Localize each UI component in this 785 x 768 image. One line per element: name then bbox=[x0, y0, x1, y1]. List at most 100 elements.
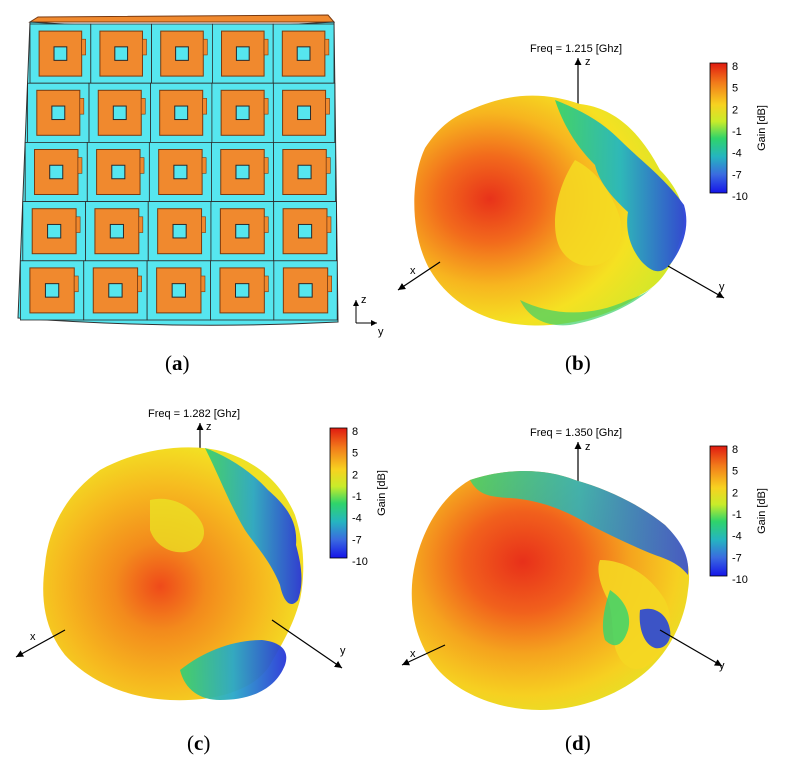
patch-aperture bbox=[235, 105, 250, 121]
patch-feed-tab bbox=[73, 275, 79, 293]
panel-a-axis-triad: z y bbox=[353, 294, 384, 338]
patch-feed-tab bbox=[326, 216, 332, 233]
patch-aperture bbox=[235, 164, 250, 180]
patch-feed-tab bbox=[142, 38, 147, 56]
panel-b-colorbar-title: Gain [dB] bbox=[756, 105, 768, 151]
panel-d-blue-lobe bbox=[639, 608, 671, 649]
panel-c-bottom-blue bbox=[180, 640, 287, 700]
panel-a-z-label: z bbox=[361, 294, 367, 306]
patch-feed-tab bbox=[263, 38, 269, 56]
caption-b: (b) bbox=[565, 351, 591, 375]
colorbar-tick-label: 2 bbox=[732, 104, 738, 116]
colorbar-tick-label: 5 bbox=[732, 466, 738, 478]
panel-d-x-label: x bbox=[410, 648, 416, 660]
patch-feed-tab bbox=[202, 98, 208, 115]
patch-feed-tab bbox=[201, 216, 206, 233]
colorbar-tick-label: -10 bbox=[732, 574, 748, 586]
panel-c-colorbar-title: Gain [dB] bbox=[376, 470, 388, 516]
patch-feed-tab bbox=[202, 38, 208, 56]
patch-aperture bbox=[296, 46, 311, 61]
colorbar-tick-label: 5 bbox=[732, 83, 738, 95]
patch-aperture bbox=[53, 46, 68, 61]
caption-d: (d) bbox=[565, 731, 591, 755]
patch-aperture bbox=[298, 283, 313, 298]
patch-feed-tab bbox=[139, 157, 145, 174]
panel-c-y-label: y bbox=[340, 645, 346, 657]
colorbar-tick-label: -4 bbox=[352, 513, 362, 525]
colorbar-tick-label: 8 bbox=[732, 61, 738, 73]
patch-aperture bbox=[173, 164, 188, 180]
colorbar-tick-label: -1 bbox=[732, 126, 742, 138]
colorbar-tick-label: 8 bbox=[732, 444, 738, 456]
panel-d-colorbar-title: Gain [dB] bbox=[756, 488, 768, 534]
panel-b-bottom-green bbox=[520, 285, 655, 326]
antenna-array-grid bbox=[19, 23, 338, 321]
patch-feed-tab bbox=[263, 216, 269, 233]
patch-aperture bbox=[235, 283, 250, 298]
colorbar-tick-label: -10 bbox=[352, 556, 368, 568]
panel-d: Freq = 1.350 [Ghz] z x y 8 5 2 -1 -4 -7 -10 Ga… bbox=[401, 427, 768, 755]
panel-c-right-edge bbox=[205, 448, 302, 605]
caption-a: (a) bbox=[165, 351, 190, 375]
colorbar-tick-label: 2 bbox=[732, 487, 738, 499]
patch-aperture bbox=[175, 46, 189, 61]
patch-aperture bbox=[172, 223, 187, 239]
patch-feed-tab bbox=[324, 38, 330, 56]
panel-d-z-label: z bbox=[585, 441, 591, 453]
panel-b-freq-label: Freq = 1.215 [Ghz] bbox=[530, 43, 622, 55]
panel-d-top-green-band bbox=[470, 471, 689, 575]
panel-d-green-wave bbox=[602, 590, 630, 646]
patch-aperture bbox=[235, 223, 250, 239]
patch-aperture bbox=[297, 223, 313, 239]
panel-a: z y (a) bbox=[17, 14, 384, 375]
patch-feed-tab bbox=[264, 275, 269, 293]
colorbar-tick-label: 2 bbox=[352, 469, 358, 481]
array-top-edge bbox=[28, 14, 336, 23]
panel-c-yellow-patch bbox=[150, 498, 205, 553]
panel-d-y-label: y bbox=[719, 660, 725, 672]
panel-b-z-label: z bbox=[585, 56, 591, 68]
patch-feed-tab bbox=[327, 275, 332, 293]
panel-b-y-label: y bbox=[719, 281, 725, 293]
panel-a-y-label: y bbox=[378, 326, 384, 338]
panel-c-z-label: z bbox=[206, 421, 212, 433]
patch-feed-tab bbox=[79, 98, 85, 115]
panel-d-freq-label: Freq = 1.350 [Ghz] bbox=[530, 427, 622, 439]
panel-c-freq-label: Freq = 1.282 [Ghz] bbox=[148, 408, 240, 420]
patch-aperture bbox=[47, 223, 62, 239]
panel-b-x-label: x bbox=[410, 265, 416, 277]
patch-feed-tab bbox=[325, 157, 331, 174]
patch-feed-tab bbox=[325, 98, 330, 115]
patch-feed-tab bbox=[77, 157, 83, 174]
colorbar-tick-label: -7 bbox=[732, 169, 742, 181]
patch-feed-tab bbox=[138, 216, 144, 233]
patch-aperture bbox=[109, 223, 124, 239]
patch-aperture bbox=[297, 164, 312, 180]
colorbar-tick-label: -1 bbox=[732, 509, 742, 521]
colorbar-tick-label: -7 bbox=[732, 552, 742, 564]
panel-d-colorbar: 8 5 2 -1 -4 -7 -10 Gain [dB] bbox=[709, 444, 768, 586]
patch-feed-tab bbox=[200, 275, 206, 293]
patch-aperture bbox=[171, 283, 186, 298]
patch-feed-tab bbox=[263, 98, 269, 115]
caption-c: (c) bbox=[187, 731, 210, 755]
panel-b: Freq = 1.215 [Ghz] z x y 8 5 2 -1 -4 -7 -10 Ga… bbox=[397, 43, 768, 375]
panel-c-x-label: x bbox=[30, 631, 36, 643]
patch-aperture bbox=[114, 46, 129, 61]
colorbar-tick-label: -4 bbox=[732, 531, 742, 543]
patch-aperture bbox=[111, 164, 126, 180]
patch-feed-tab bbox=[81, 38, 86, 56]
patch-aperture bbox=[49, 164, 64, 180]
colorbar-tick-label: -10 bbox=[732, 191, 748, 203]
patch-aperture bbox=[235, 46, 250, 61]
colorbar-tick-label: 5 bbox=[352, 448, 358, 460]
panel-b-yellow-patch bbox=[555, 160, 622, 266]
colorbar-tick-label: -7 bbox=[352, 534, 362, 546]
patch-aperture bbox=[297, 105, 312, 121]
patch-aperture bbox=[108, 283, 123, 298]
colorbar-tick-label: -1 bbox=[352, 491, 362, 503]
patch-feed-tab bbox=[263, 157, 269, 174]
patch-aperture bbox=[112, 105, 127, 121]
patch-feed-tab bbox=[75, 216, 81, 233]
